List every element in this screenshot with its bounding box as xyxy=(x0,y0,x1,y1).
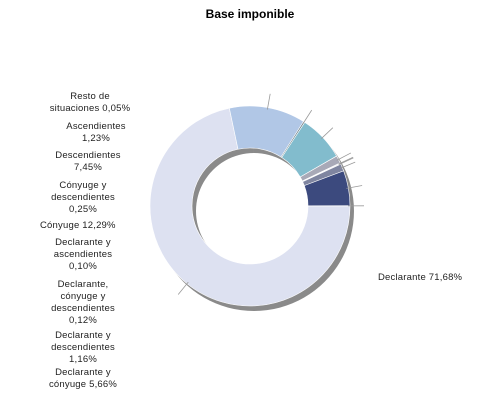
slice-declarante xyxy=(149,107,351,307)
donut-slices xyxy=(149,105,351,307)
label-line: descendientes xyxy=(51,303,115,314)
label-declarante-conyuge-y-descendientes: Declarante, cónyuge y descendientes 0,12% xyxy=(51,279,115,326)
label-line: descendientes xyxy=(51,342,115,353)
label-line: cónyuge y xyxy=(60,291,105,302)
label-ascendientes: Ascendientes 1,23% xyxy=(66,121,125,144)
leader-declarante-y-descendientes xyxy=(340,161,356,169)
label-line: Declarante, xyxy=(58,279,109,290)
label-line: ascendientes xyxy=(54,249,112,260)
label-line: Declarante y xyxy=(55,367,111,378)
label-line: Resto de xyxy=(70,91,110,102)
label-line: Cónyuge y xyxy=(59,180,106,191)
label-line: cónyuge 5,66% xyxy=(49,379,117,390)
leader-conyuge xyxy=(266,93,271,110)
leader-conyuge-y-descendientes xyxy=(302,109,313,124)
slice-labels: Declarante 71,68% Cónyuge 12,29% Cónyuge y… xyxy=(40,91,463,390)
leader-declarante-y-ascendientes xyxy=(338,156,354,165)
label-line: Cónyuge 12,29% xyxy=(40,220,116,231)
label-line: Declarante y xyxy=(55,237,111,248)
label-line: Declarante 71,68% xyxy=(378,272,463,283)
label-conyuge: Cónyuge 12,29% xyxy=(40,220,116,231)
leader-declarante xyxy=(177,281,189,295)
label-line: situaciones 0,05% xyxy=(50,103,131,114)
label-line: descendientes xyxy=(51,192,115,203)
leader-lines xyxy=(177,93,365,295)
leader-descendientes xyxy=(320,127,334,139)
label-descendientes: Descendientes 7,45% xyxy=(55,150,120,173)
label-line: 1,23% xyxy=(82,133,110,144)
label-declarante-y-conyuge: Declarante y cónyuge 5,66% xyxy=(49,367,117,390)
label-line: 0,12% xyxy=(69,315,97,326)
chart-title: Base imponible xyxy=(206,7,295,21)
label-line: Ascendientes xyxy=(66,121,125,132)
label-line: Declarante y xyxy=(55,330,111,341)
label-resto-de-situaciones: Resto de situaciones 0,05% xyxy=(50,91,131,114)
label-declarante-y-ascendientes: Declarante y ascendientes 0,10% xyxy=(54,237,112,272)
label-declarante-y-descendientes: Declarante y descendientes 1,16% xyxy=(51,330,115,365)
label-line: 7,45% xyxy=(74,162,102,173)
leader-ascendientes xyxy=(336,152,352,161)
label-line: 0,25% xyxy=(69,204,97,215)
leader-declarante-y-conyuge xyxy=(346,185,363,189)
label-declarante: Declarante 71,68% xyxy=(378,272,463,283)
leader-declarante-conyuge-y-descendientes xyxy=(338,157,354,166)
label-line: 0,10% xyxy=(69,261,97,272)
label-line: 1,16% xyxy=(69,354,97,365)
label-conyuge-y-descendientes: Cónyuge y descendientes 0,25% xyxy=(51,180,115,215)
label-line: Descendientes xyxy=(55,150,120,161)
